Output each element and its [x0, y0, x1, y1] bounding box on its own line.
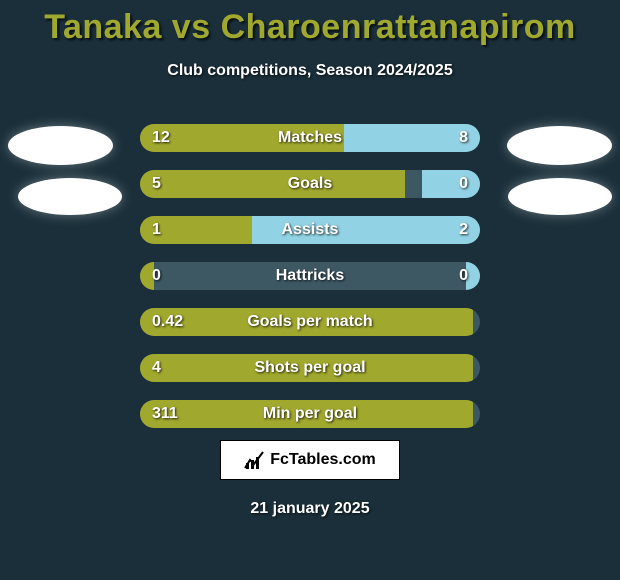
stat-row: 128Matches [140, 124, 480, 152]
stat-bars: 128Matches 50Goals 12Assists 00Hattricks 0.4… [140, 124, 480, 446]
stat-bar-left [140, 308, 473, 336]
stat-bar-right [344, 124, 480, 152]
player-left-photo [8, 126, 113, 165]
stat-row: 12Assists [140, 216, 480, 244]
source-logo-text: FcTables.com [270, 451, 376, 469]
stat-bar-left [140, 170, 405, 198]
player-left-logo [18, 178, 122, 215]
stat-row: 50Goals [140, 170, 480, 198]
stat-bar-right [252, 216, 480, 244]
stat-bar-left [140, 400, 473, 428]
page-title: Tanaka vs Charoenrattanapirom [0, 8, 620, 47]
stat-bar-left [140, 262, 154, 290]
stat-bar-left [140, 354, 473, 382]
stat-bar-right [466, 262, 480, 290]
page-subtitle: Club competitions, Season 2024/2025 [0, 62, 620, 80]
stat-row: 4Shots per goal [140, 354, 480, 382]
source-logo: FcTables.com [220, 440, 400, 480]
stat-bar-right [422, 170, 480, 198]
stat-bar-left [140, 216, 252, 244]
stat-label: Hattricks [140, 262, 480, 290]
footer-date: 21 january 2025 [0, 500, 620, 518]
chart-icon [244, 450, 264, 470]
stat-bar-left [140, 124, 344, 152]
player-right-photo [507, 126, 612, 165]
stat-row: 0.42Goals per match [140, 308, 480, 336]
stat-row: 311Min per goal [140, 400, 480, 428]
player-right-logo [508, 178, 612, 215]
comparison-infographic: Tanaka vs Charoenrattanapirom Club compe… [0, 0, 620, 580]
stat-row: 00Hattricks [140, 262, 480, 290]
